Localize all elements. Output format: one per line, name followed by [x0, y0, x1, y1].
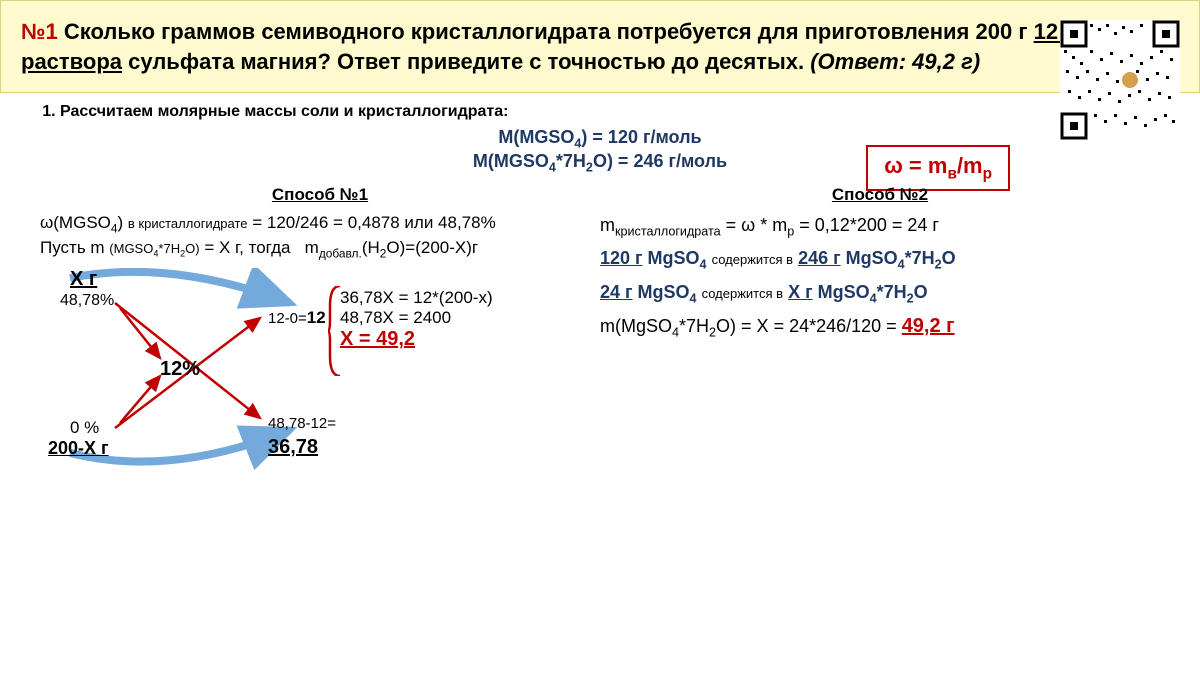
method-1: Способ №1 ω(MGSO4) в кристаллогидрате = … [40, 185, 600, 479]
m2-line1: mкристаллогидрата = ω * mр = 0,12*200 = … [600, 215, 1160, 239]
cd-200x: 200-X г [48, 438, 109, 459]
cd-12c: 12% [160, 358, 200, 381]
problem-header: №1 Сколько граммов семиводного кристалло… [0, 0, 1200, 93]
cross-arrows-svg [40, 268, 600, 478]
omega-calc: ω(MGSO4) в кристаллогидрате = 120/246 = … [40, 213, 600, 235]
methods-row: Способ №1 ω(MGSO4) в кристаллогидрате = … [40, 185, 1160, 479]
eq3: X = 49,2 [340, 328, 493, 351]
cd-0: 0 % [70, 418, 99, 438]
cd-12r: 12-0=12 [268, 308, 326, 328]
cd-4878: 48,78% [60, 292, 114, 310]
problem-text-1: Сколько граммов семиводного кристаллогид… [58, 19, 1034, 44]
problem-number: №1 [21, 19, 58, 44]
step-1-title: Рассчитаем молярные массы соли и кристал… [60, 103, 1160, 121]
cross-diagram: X г 48,78% 0 % 200-X г 12% 12-0=12 48,78… [40, 268, 600, 478]
solution-content: Рассчитаем молярные массы соли и кристал… [0, 93, 1200, 488]
bracket-equations: 36,78X = 12*(200-x) 48,78X = 2400 X = 49… [340, 288, 493, 351]
method-2: Способ №2 mкристаллогидрата = ω * mр = 0… [600, 185, 1160, 479]
eq2: 48,78X = 2400 [340, 308, 493, 328]
problem-text-2: сульфата магния? Ответ приведите с точно… [122, 49, 810, 74]
method-1-title: Способ №1 [40, 185, 600, 205]
cd-3678r: 48,78-12= [268, 413, 336, 433]
let-line: Пусть m (MGSO4*7H2O) = X г, тогда mдобав… [40, 238, 600, 260]
m2-prop1: 120 г MgSO4 содержится в 246 г MgSO4*7H2… [600, 248, 1160, 272]
cd-xg: X г [70, 268, 97, 291]
method-2-title: Способ №2 [600, 185, 1160, 205]
m2-final: m(MgSO4*7H2O) = X = 24*246/120 = 49,2 г [600, 315, 1160, 340]
molar-mass-1: M(MGSO4) = 120 г/моль [40, 127, 1160, 151]
eq1: 36,78X = 12*(200-x) [340, 288, 493, 308]
molar-mass-2: M(MGSO4*7H2O) = 246 г/моль [40, 151, 1160, 175]
m2-prop2: 24 г MgSO4 содержится в X г MgSO4*7H2O [600, 282, 1160, 306]
cd-3678u: 36,78 [268, 436, 318, 459]
problem-answer: (Ответ: 49,2 г) [810, 49, 980, 74]
